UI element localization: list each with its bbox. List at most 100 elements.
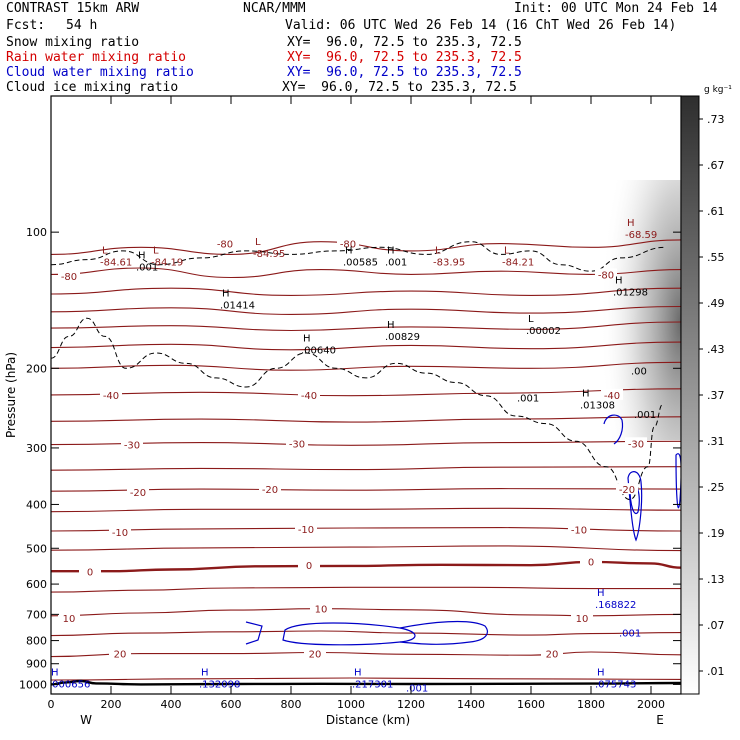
isotherm-label-bg bbox=[337, 237, 359, 249]
isotherm-label-bg bbox=[214, 237, 236, 249]
colorbar-tick-label: .19 bbox=[707, 527, 725, 540]
isotherm-label-bg bbox=[571, 611, 593, 623]
header: CONTRAST 15km ARW NCAR/MMM Init: 00 UTC … bbox=[0, 0, 740, 96]
x-tick-label: 1000 bbox=[337, 698, 365, 711]
isotherm-label-bg bbox=[541, 647, 563, 659]
legend-snow: Snow mixing ratio bbox=[6, 35, 140, 50]
y-axis-title: Pressure (hPa) bbox=[4, 352, 18, 438]
plot-title: CONTRAST 15km ARW bbox=[6, 1, 140, 16]
isotherm-label-bg bbox=[580, 555, 602, 567]
isotherm-label-bg bbox=[295, 522, 317, 534]
extremum-value: .01414 bbox=[220, 300, 255, 311]
y-tick-label: 700 bbox=[26, 608, 47, 621]
isotherm-label-bg bbox=[601, 388, 623, 400]
isotherm-label-bg bbox=[127, 485, 149, 497]
extremum-marker: H bbox=[627, 218, 635, 229]
colorbar: g kg⁻¹ .01 .07 .13 .19 .25 .31 .37 .43 .49 .55 .61… bbox=[680, 85, 732, 695]
extremum-marker: H bbox=[345, 246, 353, 257]
colorbar-tick-label: .13 bbox=[707, 573, 725, 586]
colorbar-tick-label: .07 bbox=[707, 619, 725, 632]
legend-cloud-water-xy: XY= 96.0, 72.5 to 235.3, 72.5 bbox=[287, 65, 522, 80]
isotherm-label-bg bbox=[625, 437, 647, 449]
y-tick-label: 800 bbox=[26, 635, 47, 648]
snow-contour-line bbox=[51, 317, 664, 501]
extremum-marker: L bbox=[153, 246, 159, 257]
extremum-value: -84.19 bbox=[151, 258, 183, 269]
isotherm-line bbox=[51, 361, 681, 371]
extremum-marker: L bbox=[435, 246, 441, 257]
isotherm-label: 10 bbox=[576, 614, 589, 625]
extremum-value: .01298 bbox=[613, 288, 648, 299]
isotherm-line bbox=[51, 630, 681, 637]
isotherm-line bbox=[51, 651, 681, 658]
colorbar-tick-label: .73 bbox=[707, 113, 725, 126]
ground-pressure-line bbox=[51, 679, 681, 686]
isotherm-line bbox=[51, 305, 681, 315]
isotherm-label: 20 bbox=[114, 650, 127, 661]
colorbar-tick-label: .25 bbox=[707, 481, 725, 494]
isotherm-label: -40 bbox=[301, 391, 317, 402]
colorbar-tick-label: .61 bbox=[707, 205, 725, 218]
isotherm-label: 20 bbox=[546, 650, 559, 661]
colorbar-tick-label: .67 bbox=[707, 159, 725, 172]
forecast-label: Fcst: bbox=[6, 18, 46, 33]
isotherm-line bbox=[51, 488, 681, 492]
isotherm-label: -80 bbox=[61, 272, 77, 283]
plot-area: -80 -80 -80 -80 -40 -40 -40 -30 -30 -30 -20 -20 -20 -… bbox=[49, 95, 682, 695]
forecast-hour: 54 h bbox=[66, 18, 98, 33]
isotherm-label: -20 bbox=[262, 485, 278, 496]
extremum-marker: H bbox=[201, 667, 209, 678]
isotherm-line bbox=[51, 388, 681, 397]
y-tick-label: 300 bbox=[26, 442, 47, 455]
isotherm-label: -20 bbox=[619, 485, 635, 496]
extremum-value: .00640 bbox=[301, 346, 336, 357]
init-time: Init: 00 UTC Mon 24 Feb 14 bbox=[514, 1, 718, 16]
extremum-marker: H bbox=[138, 251, 146, 262]
extremum-marker: H bbox=[387, 320, 395, 331]
isotherm-label: 20 bbox=[309, 650, 322, 661]
isotherm-label-bg bbox=[109, 525, 131, 537]
valid-time: Valid: 06 UTC Wed 26 Feb 14 (16 ChT Wed … bbox=[285, 18, 677, 33]
x-axis: 0 200 400 600 800 1000 1200 1400 1600 1800 2000 bbox=[48, 96, 665, 711]
cloud-water-contour bbox=[603, 414, 624, 445]
isotherm-line bbox=[51, 586, 681, 593]
legend-cloud-ice-xy: XY= 96.0, 72.5 to 235.3, 72.5 bbox=[282, 80, 517, 95]
extremum-value: -83.95 bbox=[433, 258, 465, 269]
snow-contour-line bbox=[51, 241, 667, 272]
x-tick-label: 2000 bbox=[637, 698, 665, 711]
x-tick-label: 200 bbox=[101, 698, 122, 711]
legend-rain: Rain water mixing ratio bbox=[6, 50, 187, 65]
extremum-value: .000656 bbox=[49, 679, 90, 690]
isotherm-label: -10 bbox=[298, 525, 314, 536]
isotherm-line bbox=[51, 677, 681, 681]
cloud-water-contours bbox=[245, 414, 681, 646]
colorbar-ticks: .01 .07 .13 .19 .25 .31 .37 .43 .49 .55 .61 .67 .73 bbox=[699, 113, 725, 678]
isotherm-label: -80 bbox=[598, 270, 614, 281]
isotherm-label-bg bbox=[286, 437, 308, 449]
legend-rain-xy: XY= 96.0, 72.5 to 235.3, 72.5 bbox=[287, 50, 522, 65]
extremum-value: .00585 bbox=[343, 258, 378, 269]
isotherm-line bbox=[51, 267, 681, 279]
cloud-water-contour bbox=[627, 471, 643, 542]
isotherm-label: -40 bbox=[103, 391, 119, 402]
isotherm-label: 10 bbox=[63, 614, 76, 625]
x-tick-label: 1600 bbox=[517, 698, 545, 711]
colorbar-tick-label: .49 bbox=[707, 297, 725, 310]
colorbar-unit: g kg⁻¹ bbox=[704, 85, 732, 95]
y-tick-label: 100 bbox=[26, 226, 47, 239]
isotherm-label: -10 bbox=[112, 528, 128, 539]
x-tick-label: 0 bbox=[48, 698, 55, 711]
extremum-marker: L bbox=[102, 246, 108, 257]
extremum-value: .00002 bbox=[526, 326, 561, 337]
x-tick-label: 1200 bbox=[397, 698, 425, 711]
x-axis-west-label: W bbox=[80, 713, 92, 727]
isotherm-label-bg bbox=[79, 565, 101, 577]
isotherm-line bbox=[51, 507, 681, 513]
y-tick-label: 400 bbox=[26, 498, 47, 511]
extremum-value: .001 bbox=[406, 683, 428, 694]
extremum-value: -68.59 bbox=[625, 230, 657, 241]
isotherm-label-bg bbox=[595, 268, 617, 280]
isotherm-label-bg bbox=[121, 438, 143, 450]
isotherm-label-bg bbox=[58, 269, 80, 281]
extremum-marker: L bbox=[528, 314, 534, 325]
